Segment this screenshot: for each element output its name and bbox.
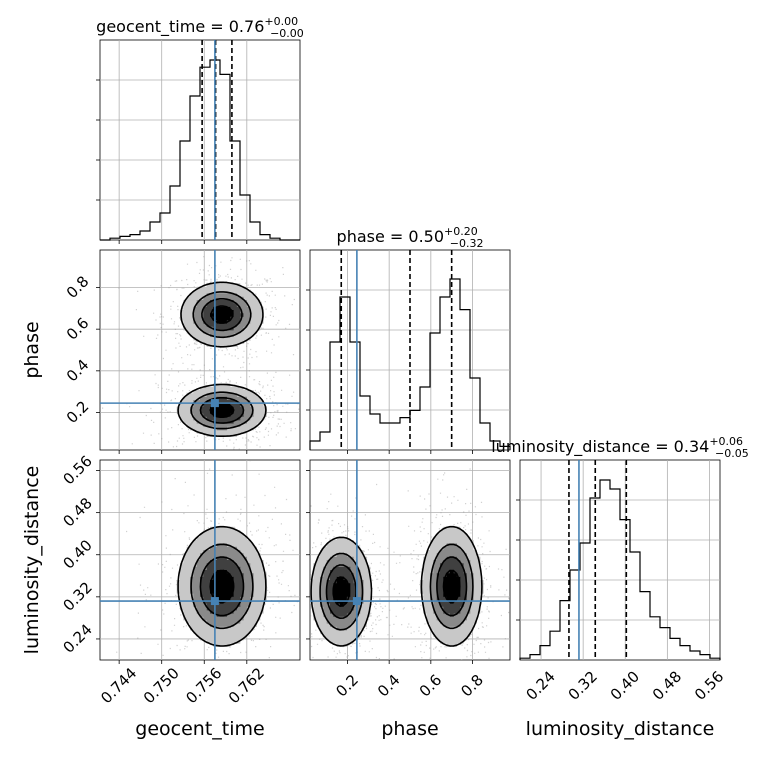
xtick-label-luminosity_distance: 0.24: [523, 667, 559, 703]
xtick-label-geocent_time: 0.750: [140, 664, 183, 707]
hist-title-phase: phase = 0.50+0.20 −0.32: [337, 225, 484, 250]
hist-panel-geocent_time: geocent_time = 0.76+0.00 −0.00: [96, 15, 304, 244]
contour-level-1: [190, 291, 254, 430]
xtick-label-luminosity_distance: 0.48: [649, 667, 685, 703]
panel-geocent_time-vs-luminosity_distance: [96, 459, 301, 664]
panel-phase-vs-luminosity_distance: [306, 459, 511, 664]
xlabel-phase: phase: [381, 718, 438, 740]
density-fill-level-2: [200, 300, 244, 424]
ytick-label-luminosity_distance: 0.56: [59, 452, 95, 488]
xtick-label-luminosity_distance: 0.40: [607, 667, 643, 703]
truth-point: [210, 597, 219, 606]
hist-panel-luminosity_distance: luminosity_distance = 0.34+0.06 −0.05: [491, 435, 749, 661]
truth-point: [210, 399, 219, 408]
density-fill-level-3: [210, 570, 234, 604]
contour-level-1: [319, 543, 474, 631]
xtick-label-phase: 0.2: [332, 671, 362, 701]
contour-level-2: [199, 298, 245, 424]
contour-level-0: [177, 281, 267, 437]
ytick-label-luminosity_distance: 0.24: [59, 620, 95, 656]
ytick-label-luminosity_distance: 0.48: [59, 494, 95, 530]
panel-geocent_time-vs-phase: [96, 249, 301, 454]
density-fill-level-1: [320, 543, 474, 631]
contour-level-0: [177, 525, 267, 647]
ytick-label-luminosity_distance: 0.40: [59, 536, 95, 572]
truth-point: [352, 597, 361, 606]
ytick-label-phase: 0.4: [63, 356, 93, 386]
xtick-label-luminosity_distance: 0.32: [565, 667, 601, 703]
xtick-label-geocent_time: 0.744: [97, 664, 140, 707]
density-fill-level-1: [190, 293, 254, 431]
hist-panel-phase: phase = 0.50+0.20 −0.32: [306, 225, 511, 454]
xtick-label-geocent_time: 0.756: [182, 664, 225, 707]
contour-level-3: [332, 569, 461, 607]
ytick-label-phase: 0.8: [63, 272, 93, 302]
xtick-label-phase: 0.4: [374, 671, 404, 701]
xlabel-geocent_time: geocent_time: [135, 718, 264, 740]
ytick-label-luminosity_distance: 0.32: [59, 578, 95, 614]
ytick-label-phase: 0.2: [63, 397, 93, 427]
xtick-label-phase: 0.8: [457, 671, 487, 701]
hist-title-luminosity_distance: luminosity_distance = 0.34+0.06 −0.05: [491, 435, 749, 460]
xtick-label-geocent_time: 0.762: [225, 664, 268, 707]
contour-level-0: [310, 525, 483, 647]
hist-line-geocent_time: [100, 59, 300, 241]
hist-title-geocent_time: geocent_time = 0.76+0.00 −0.00: [96, 15, 304, 40]
ylabel-phase: phase: [21, 321, 43, 378]
density-fill-level-2: [326, 556, 467, 617]
xtick-label-luminosity_distance: 0.56: [691, 667, 727, 703]
xlabel-luminosity_distance: luminosity_distance: [526, 718, 715, 740]
ylabel-luminosity_distance: luminosity_distance: [21, 466, 43, 655]
xtick-label-phase: 0.6: [416, 671, 446, 701]
ytick-label-phase: 0.6: [63, 314, 93, 344]
hist-line-luminosity_distance: [519, 479, 721, 660]
